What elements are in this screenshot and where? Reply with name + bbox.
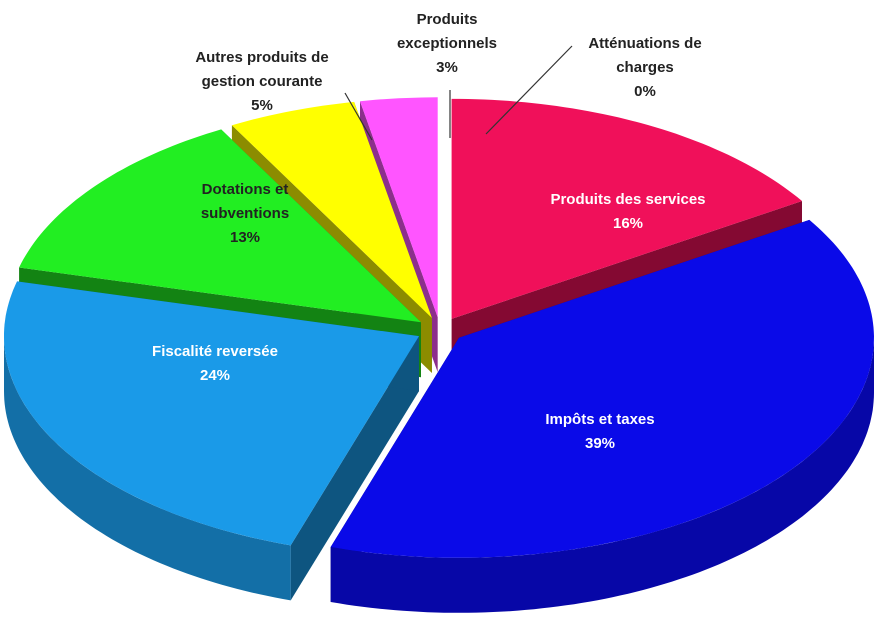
slice-side xyxy=(290,336,419,601)
leader-line xyxy=(344,92,373,141)
value-label: 3% xyxy=(436,59,458,76)
slice-wall xyxy=(330,337,874,613)
slices xyxy=(4,97,874,613)
slice-label: Impôts et taxes 39% xyxy=(500,408,700,456)
slice-wall xyxy=(4,336,291,601)
value-label: 16% xyxy=(612,215,644,232)
slice xyxy=(451,98,802,319)
slice-label: Produits exceptionnels 3% xyxy=(382,8,512,80)
category-label: Atténuations de charges xyxy=(588,35,702,76)
slice xyxy=(231,101,432,319)
value-label: 13% xyxy=(229,229,261,246)
slice xyxy=(4,281,419,546)
value-label: 24% xyxy=(199,367,231,384)
value-label: 0% xyxy=(634,83,656,100)
category-label: Autres produits de gestion courante xyxy=(195,49,329,90)
slice-label: Dotations et subventions 13% xyxy=(170,178,320,250)
category-label: Dotations et subventions xyxy=(200,181,290,222)
category-label: Fiscalité reversée xyxy=(152,343,278,360)
category-label: Produits exceptionnels xyxy=(396,11,498,52)
value-label: 5% xyxy=(251,97,273,114)
leader-line xyxy=(485,45,573,135)
category-label: Impôts et taxes xyxy=(545,411,655,428)
slice xyxy=(19,129,421,323)
value-label: 39% xyxy=(584,435,616,452)
slice-label: Atténuations de charges 0% xyxy=(570,32,720,104)
slice-label: Fiscalité reversée 24% xyxy=(105,340,325,388)
slice xyxy=(360,97,438,318)
slice-label: Autres produits de gestion courante 5% xyxy=(172,46,352,118)
category-label: Produits des services xyxy=(550,191,706,208)
slice-label: Produits des services 16% xyxy=(518,188,738,236)
slice xyxy=(330,219,874,558)
